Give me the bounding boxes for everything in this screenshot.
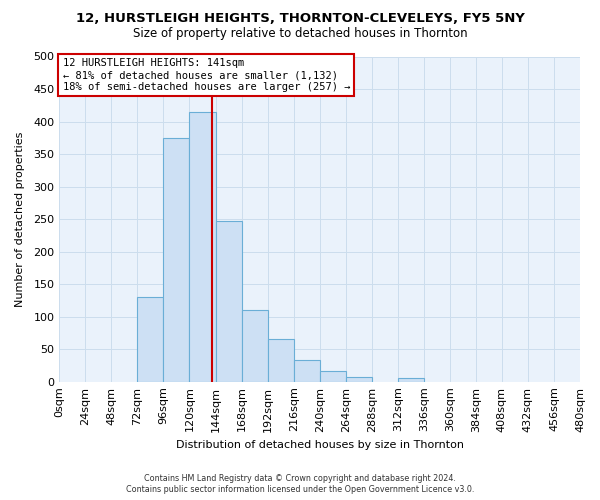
- Bar: [346, 377, 372, 382]
- Text: 12 HURSTLEIGH HEIGHTS: 141sqm
← 81% of detached houses are smaller (1,132)
18% o: 12 HURSTLEIGH HEIGHTS: 141sqm ← 81% of d…: [62, 58, 350, 92]
- Text: Size of property relative to detached houses in Thornton: Size of property relative to detached ho…: [133, 28, 467, 40]
- X-axis label: Distribution of detached houses by size in Thornton: Distribution of detached houses by size …: [176, 440, 464, 450]
- Bar: [215, 221, 242, 382]
- Bar: [398, 378, 424, 382]
- Bar: [268, 340, 293, 382]
- Y-axis label: Number of detached properties: Number of detached properties: [15, 132, 25, 307]
- Text: Contains HM Land Registry data © Crown copyright and database right 2024.
Contai: Contains HM Land Registry data © Crown c…: [126, 474, 474, 494]
- Bar: [320, 372, 346, 382]
- Bar: [242, 310, 268, 382]
- Bar: [190, 112, 215, 382]
- Text: 12, HURSTLEIGH HEIGHTS, THORNTON-CLEVELEYS, FY5 5NY: 12, HURSTLEIGH HEIGHTS, THORNTON-CLEVELE…: [76, 12, 524, 26]
- Bar: [293, 360, 320, 382]
- Bar: [163, 138, 190, 382]
- Bar: [137, 297, 163, 382]
